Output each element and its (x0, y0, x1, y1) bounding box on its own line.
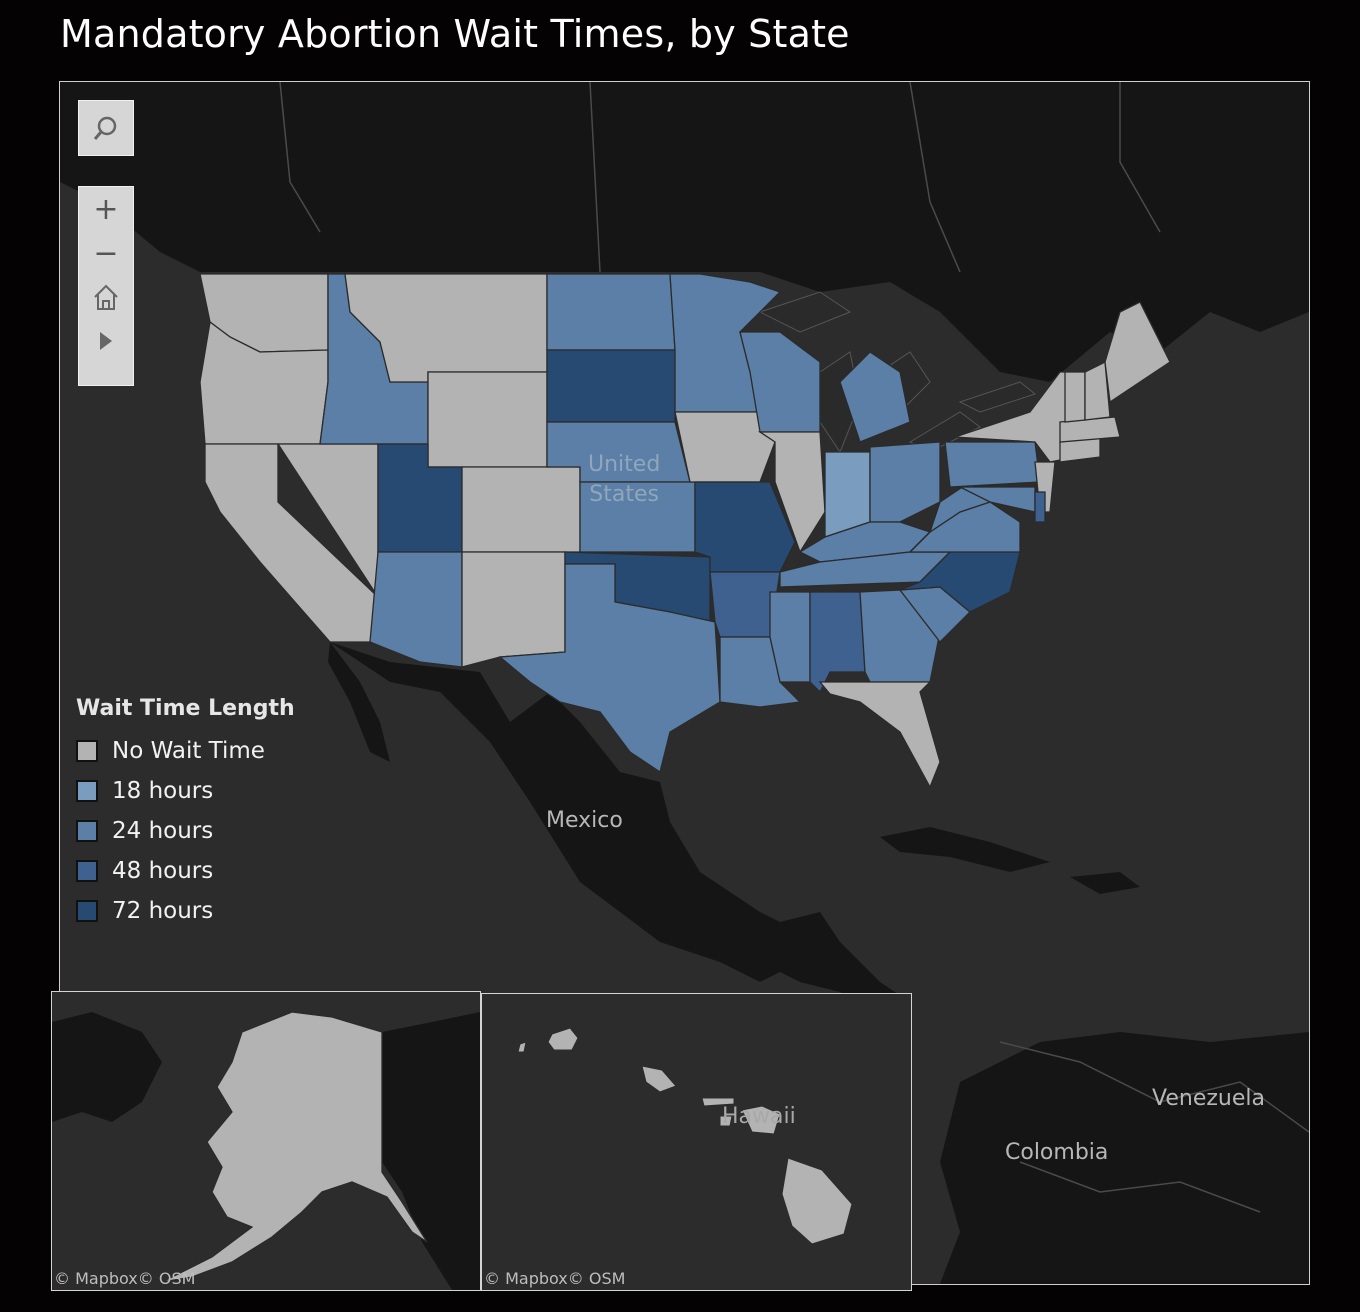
legend-swatch (76, 740, 98, 762)
canada-land (60, 82, 1309, 382)
central-america-land (740, 912, 910, 1012)
attribution-hawaii[interactable]: © Mapbox© OSM (484, 1269, 626, 1288)
page-title: Mandatory Abortion Wait Times, by State (60, 12, 850, 56)
state-ak (161, 1011, 428, 1283)
island-maui (741, 1105, 781, 1135)
island-oahu (641, 1065, 677, 1093)
island-niihau (517, 1041, 527, 1053)
state-co (461, 466, 581, 553)
label-mexico: Mexico (546, 808, 623, 833)
island-bigisland (781, 1157, 853, 1245)
legend-label: 24 hours (112, 818, 214, 844)
legend: Wait Time Length No Wait Time 18 hours 2… (76, 696, 295, 931)
state-ia (674, 411, 776, 483)
state-nd (546, 273, 676, 351)
legend-swatch (76, 780, 98, 802)
legend-swatch (76, 860, 98, 882)
zoom-toolbar: + − (78, 186, 134, 386)
state-pa (944, 441, 1041, 488)
canada-land (382, 1012, 480, 1290)
legend-item-18-hours[interactable]: 18 hours (76, 771, 295, 811)
island-lanai (719, 1115, 733, 1127)
state-de (1034, 491, 1046, 523)
zoom-in-button[interactable]: + (93, 191, 119, 227)
legend-label: 18 hours (112, 778, 214, 804)
us-states (199, 273, 1171, 789)
home-icon (94, 284, 118, 310)
legend-swatch (76, 820, 98, 842)
state-oh (869, 441, 941, 523)
state-ca (204, 443, 379, 643)
map-canvas[interactable] (60, 82, 1309, 1284)
legend-label: 48 hours (112, 858, 214, 884)
label-colombia: Colombia (1005, 1140, 1109, 1165)
cuba-land (880, 827, 1050, 872)
russia-land (52, 1012, 162, 1122)
state-sd (546, 349, 676, 423)
island-kauai (547, 1027, 579, 1051)
state-al (809, 591, 866, 694)
label-states: States (589, 482, 659, 507)
legend-swatch (76, 900, 98, 922)
legend-item-no-wait[interactable]: No Wait Time (76, 731, 295, 771)
label-united-states: United States (588, 450, 660, 510)
alaska-canvas (52, 1011, 480, 1290)
mexico-land (330, 642, 820, 982)
search-button[interactable] (78, 100, 134, 156)
state-nh (1084, 360, 1111, 421)
state-az (369, 551, 463, 668)
island-molokai (701, 1097, 735, 1107)
hawaii-inset-map[interactable]: Hawaii © Mapbox© OSM (481, 993, 912, 1291)
state-nm (461, 551, 566, 668)
legend-title: Wait Time Length (76, 696, 295, 721)
state-fl (818, 681, 941, 789)
state-mi (839, 351, 911, 443)
baja-land (328, 642, 390, 762)
legend-item-48-hours[interactable]: 48 hours (76, 851, 295, 891)
legend-item-72-hours[interactable]: 72 hours (76, 891, 295, 931)
zoom-out-button[interactable]: − (93, 235, 119, 271)
state-me (1104, 301, 1171, 404)
state-ms (769, 591, 811, 683)
play-button[interactable] (79, 319, 133, 363)
alaska-inset-map[interactable]: © Mapbox© OSM (51, 991, 481, 1291)
hawaii-canvas (517, 1027, 853, 1245)
state-hi (517, 1027, 853, 1245)
legend-label: No Wait Time (112, 738, 265, 764)
label-united: United (588, 452, 661, 477)
label-venezuela: Venezuela (1152, 1086, 1265, 1111)
home-button[interactable] (79, 275, 133, 319)
hispaniola-land (1070, 872, 1140, 894)
state-nc (899, 551, 1021, 613)
play-icon (100, 332, 112, 350)
state-vt (1064, 371, 1086, 423)
search-icon (79, 101, 133, 155)
borders (279, 82, 1309, 1213)
label-hawaii: Hawaii (722, 1104, 796, 1129)
basemap-land (60, 82, 1309, 1284)
legend-item-24-hours[interactable]: 24 hours (76, 811, 295, 851)
attribution-alaska[interactable]: © Mapbox© OSM (54, 1269, 196, 1288)
state-wy (427, 371, 548, 468)
south-america-land (940, 1032, 1309, 1284)
legend-label: 72 hours (112, 898, 214, 924)
